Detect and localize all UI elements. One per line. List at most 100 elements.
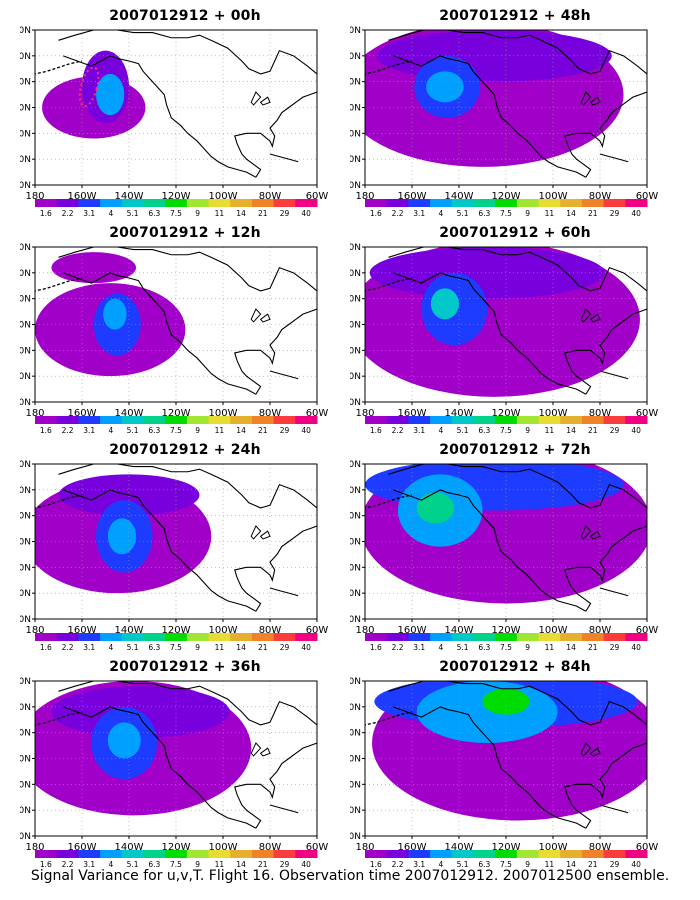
lon-label: 80W <box>589 408 612 419</box>
lat-label: 60N <box>20 269 31 279</box>
colorbar-swatch <box>365 416 388 424</box>
lon-label: 180 <box>355 191 374 202</box>
colorbar-label: 1.6 <box>370 643 382 652</box>
lake <box>580 308 592 323</box>
lon-label: 160W <box>68 408 97 419</box>
lake <box>259 747 271 757</box>
lat-label: 70N <box>350 26 361 36</box>
colorbar-swatch <box>78 199 101 207</box>
colorbar-label: 3.1 <box>83 860 95 869</box>
colorbar-label: 14 <box>236 209 246 218</box>
lat-label: 20N <box>20 155 31 165</box>
coastline <box>234 742 317 829</box>
lake <box>589 530 601 540</box>
colorbar-label: 9 <box>195 860 200 869</box>
lat-label: 40N <box>20 321 31 331</box>
lake <box>580 525 592 540</box>
colorbar-label: 29 <box>610 426 620 435</box>
colorbar-label: 2.2 <box>392 426 404 435</box>
colorbar-swatch <box>430 199 453 207</box>
caribbean-islands <box>269 370 299 380</box>
colorbar-swatch <box>451 633 474 641</box>
colorbar-label: 11 <box>215 209 225 218</box>
colorbar-swatch <box>165 416 188 424</box>
lon-label: 80W <box>589 625 612 636</box>
colorbar-swatch <box>186 850 210 858</box>
lat-label: 50N <box>350 78 361 88</box>
colorbar-label: 9 <box>195 426 200 435</box>
variance-contour <box>426 71 464 103</box>
colorbar-label: 3.1 <box>413 643 425 652</box>
lat-label: 30N <box>20 563 31 573</box>
map-panel-00h: 2007012912 + 00h 70N 60N 50N 40N 30N 20N 10N18… <box>20 8 350 223</box>
variance-field <box>35 30 317 185</box>
colorbar-swatch <box>295 633 318 641</box>
coastline <box>63 489 257 612</box>
colorbar-swatch <box>78 416 101 424</box>
lon-label: 180 <box>25 408 44 419</box>
variance-map: 70N 60N 50N 40N 30N 20N 10N180 160W 140W 120W 100W… <box>350 677 659 869</box>
lake <box>259 313 271 323</box>
lat-label: 50N <box>20 78 31 88</box>
lat-label: 20N <box>20 372 31 382</box>
lat-label: 10N <box>350 398 361 408</box>
colorbar-swatch <box>121 199 144 207</box>
colorbar-label: 40 <box>631 426 641 435</box>
colorbar-label: 7.5 <box>500 643 512 652</box>
flight-track <box>78 66 100 108</box>
lat-label: 30N <box>20 346 31 356</box>
colorbar-label: 7.5 <box>170 426 182 435</box>
colorbar-swatch <box>408 199 431 207</box>
colorbar-label: 3.1 <box>413 860 425 869</box>
colorbar-label: 29 <box>280 643 290 652</box>
colorbar-label: 11 <box>545 209 555 218</box>
colorbar-label: 3.1 <box>413 426 425 435</box>
caribbean-islands <box>599 587 629 597</box>
map-panel-60h: 2007012912 + 60h 70N 60N 50N 40N 30N 20N 10N18… <box>350 225 680 440</box>
colorbar-swatch <box>581 199 605 207</box>
colorbar-swatch <box>408 850 431 858</box>
colorbar-label: 9 <box>525 426 530 435</box>
colorbar-label: 6.3 <box>148 209 160 218</box>
lat-label: 10N <box>20 615 31 625</box>
colorbar-label: 21 <box>588 426 598 435</box>
aleutian-islands <box>365 60 413 75</box>
colorbar-swatch <box>273 416 296 424</box>
caribbean-islands <box>599 804 629 814</box>
colorbar-swatch <box>165 850 188 858</box>
lon-label: 60W <box>636 842 659 853</box>
colorbar-label: 14 <box>566 643 576 652</box>
variance-field <box>365 247 647 402</box>
caribbean-islands <box>269 804 299 814</box>
colorbar-swatch <box>430 633 453 641</box>
lon-label: 100W <box>209 625 238 636</box>
colorbar-swatch <box>451 416 474 424</box>
colorbar-swatch <box>495 199 518 207</box>
lon-label: 140W <box>115 625 144 636</box>
lat-label: 20N <box>350 589 361 599</box>
lake <box>259 530 271 540</box>
colorbar-label: 4 <box>439 860 444 869</box>
lon-label: 140W <box>445 191 474 202</box>
map-panel-48h: 2007012912 + 48h 70N 60N 50N 40N 30N 20N 10N18… <box>350 8 680 223</box>
colorbar-label: 6.3 <box>478 643 490 652</box>
figure-caption: Signal Variance for u,v,T. Flight 16. Ob… <box>30 868 670 884</box>
colorbar-label: 14 <box>236 426 246 435</box>
colorbar-label: 29 <box>280 860 290 869</box>
colorbar-swatch <box>35 416 58 424</box>
colorbar-swatch <box>538 416 561 424</box>
lake <box>580 742 592 757</box>
lat-label: 70N <box>20 460 31 470</box>
colorbar-label: 1.6 <box>40 209 52 218</box>
colorbar-swatch <box>473 199 496 207</box>
lon-label: 100W <box>539 842 568 853</box>
panel-title: 2007012912 + 48h <box>439 8 591 24</box>
aleutian-islands <box>35 60 83 75</box>
colorbar-label: 5.1 <box>127 426 139 435</box>
colorbar-swatch <box>186 199 210 207</box>
colorbar-label: 29 <box>610 860 620 869</box>
variance-contour <box>430 288 459 320</box>
variance-contour <box>51 252 137 284</box>
lat-label: 10N <box>350 832 361 842</box>
colorbar-label: 2.2 <box>392 860 404 869</box>
